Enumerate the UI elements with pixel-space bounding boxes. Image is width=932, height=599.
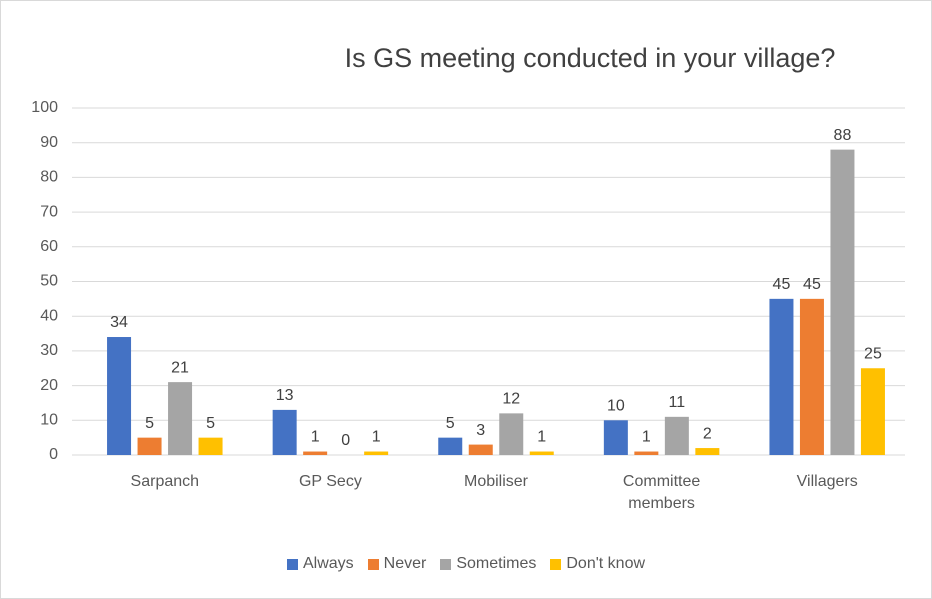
bar: [438, 437, 463, 455]
data-label: 12: [502, 391, 520, 408]
legend-swatch: [550, 558, 562, 570]
y-tick-label: 20: [40, 377, 58, 394]
y-tick-label: 80: [40, 169, 58, 186]
data-label: 2: [703, 425, 712, 442]
y-tick-label: 70: [40, 203, 58, 220]
y-tick-label: 50: [40, 273, 58, 290]
data-label: 34: [110, 314, 128, 331]
y-tick-label: 40: [40, 307, 58, 324]
data-label: 1: [311, 429, 320, 446]
data-label: 21: [171, 359, 189, 376]
data-label: 0: [341, 432, 350, 449]
bar: [364, 451, 389, 455]
data-label: 1: [537, 429, 546, 446]
y-tick-label: 60: [40, 238, 58, 255]
legend-item: Don't know: [550, 555, 645, 573]
y-tick-label: 0: [49, 446, 58, 463]
legend-swatch: [286, 558, 298, 570]
data-label: 5: [145, 415, 154, 432]
bar: [107, 337, 132, 455]
x-tick-label: GP Secy: [298, 473, 362, 490]
x-tick-label: Sarpanch: [130, 473, 200, 490]
legend-swatch: [440, 558, 452, 570]
bar: [529, 451, 554, 455]
chart-title: Is GS meeting conducted in your village?: [345, 43, 836, 73]
bar: [168, 382, 193, 455]
legend: Always Never Sometimes Don't know: [0, 555, 932, 573]
data-label: 45: [803, 276, 821, 293]
legend-item: Always: [286, 555, 354, 573]
data-label: 45: [773, 276, 791, 293]
data-label: 3: [476, 422, 485, 439]
bar: [198, 437, 223, 455]
bar: [664, 416, 689, 455]
bar: [303, 451, 328, 455]
y-tick-label: 90: [40, 134, 58, 151]
legend-label: Sometimes: [456, 555, 537, 572]
bar: [799, 298, 824, 455]
legend-item: Never: [367, 555, 427, 573]
y-tick-label: 30: [40, 342, 58, 359]
bar: [499, 413, 524, 455]
bar: [468, 444, 493, 455]
data-label: 1: [642, 429, 651, 446]
bar: [695, 448, 720, 455]
legend-label: Always: [302, 555, 354, 572]
bar: [769, 298, 794, 455]
data-label: 5: [446, 415, 455, 432]
x-tick-label: Committee members: [622, 473, 701, 512]
bar: [830, 149, 855, 455]
legend-label: Never: [383, 555, 427, 572]
legend-label: Don't know: [566, 555, 646, 572]
data-label: 88: [834, 127, 852, 144]
x-tick-label: Villagers: [796, 473, 858, 490]
bar: [860, 368, 885, 455]
y-tick-label: 100: [31, 99, 58, 116]
data-label: 13: [276, 387, 294, 404]
data-label: 1: [372, 429, 381, 446]
x-tick-label: Mobiliser: [463, 473, 528, 490]
data-label: 11: [669, 394, 686, 411]
data-label: 25: [864, 345, 882, 362]
bar: [137, 437, 162, 455]
bar: [272, 409, 297, 455]
legend-item: Sometimes: [440, 555, 536, 573]
data-label: 5: [206, 415, 215, 432]
legend-swatch: [367, 558, 379, 570]
bar: [603, 420, 628, 455]
data-label: 10: [607, 398, 625, 415]
bar: [634, 451, 659, 455]
y-tick-label: 10: [40, 412, 58, 429]
